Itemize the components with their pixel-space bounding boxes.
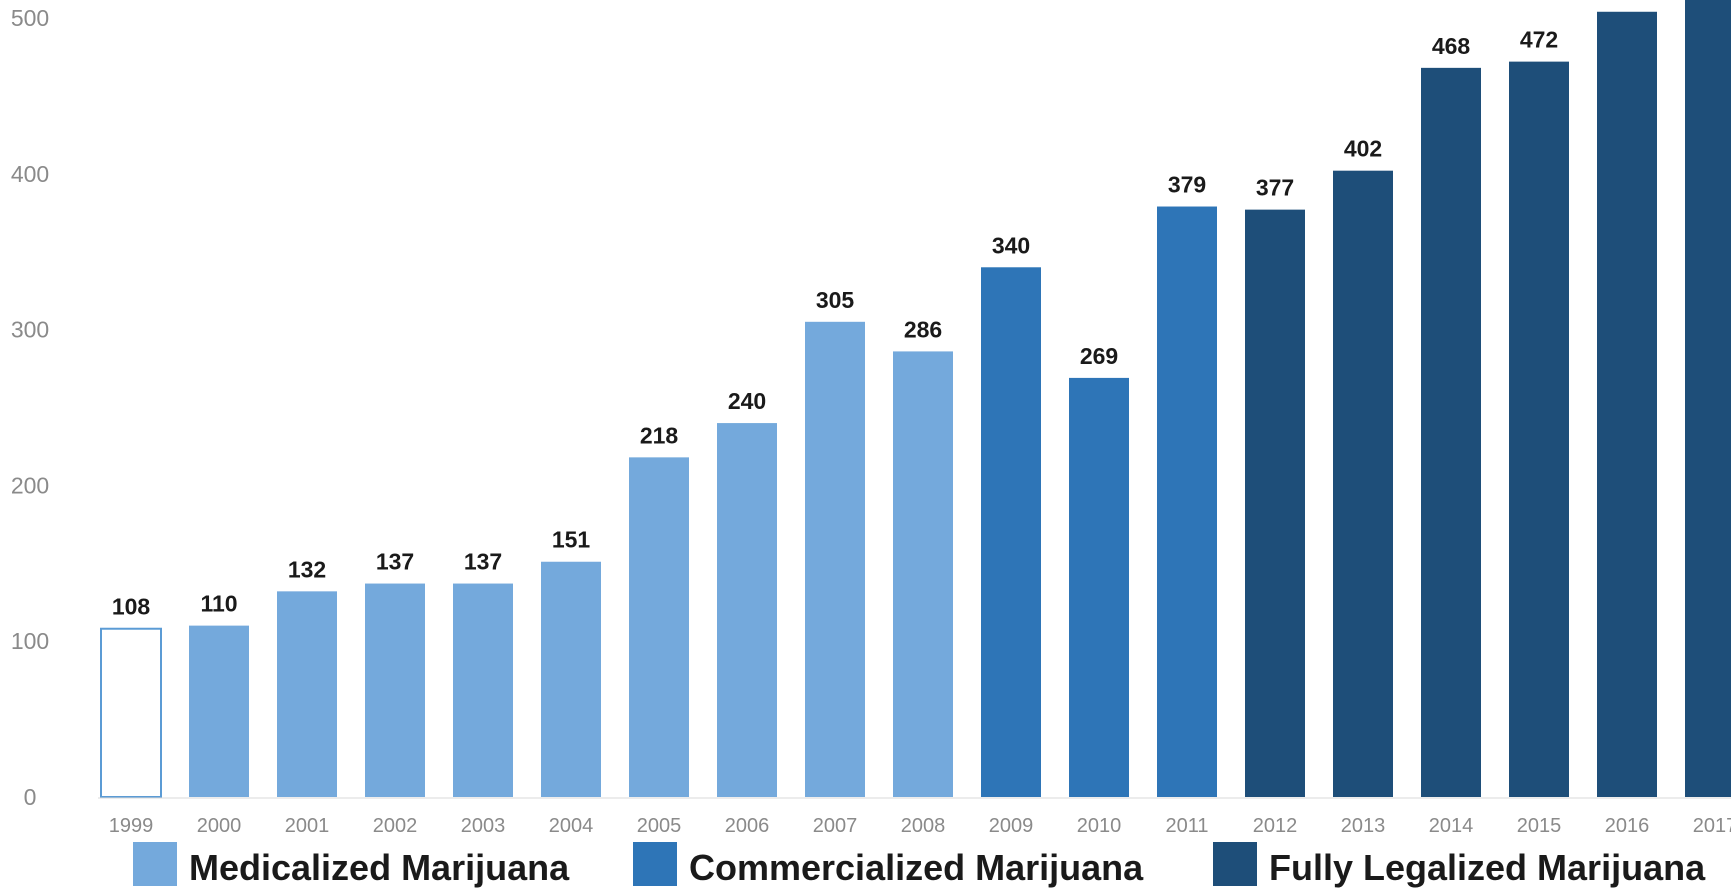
bar-2017 (1685, 0, 1731, 797)
x-tick-label: 2000 (197, 815, 242, 837)
bar-2002 (365, 583, 425, 797)
y-tick-label: 0 (24, 784, 37, 810)
bar-value-label: 137 (376, 549, 414, 575)
bar-2005 (629, 457, 689, 797)
bar-value-label: 379 (1168, 172, 1206, 198)
x-tick-label: 2007 (813, 815, 858, 837)
legend-swatch-medicalized (133, 842, 177, 886)
bar-2015 (1509, 61, 1569, 797)
bar-value-label: 218 (640, 422, 679, 448)
y-tick-label: 300 (11, 317, 49, 343)
bar-2012 (1245, 209, 1305, 797)
bar-value-label: 377 (1256, 175, 1294, 201)
bar-value-label: 504 (1608, 0, 1647, 3)
bar-value-label: 108 (112, 594, 151, 620)
bar-value-label: 269 (1080, 343, 1118, 369)
bar-value-labels: 108 110 132 137 137 151 218 240 305 286 340 269 379 3… (112, 0, 1647, 620)
x-tick-label: 2004 (549, 815, 594, 837)
bar-value-label: 151 (552, 527, 591, 553)
x-tick-label: 1999 (109, 815, 154, 837)
bar-value-label: 286 (904, 316, 942, 342)
y-tick-label: 100 (11, 628, 49, 654)
bar-2004 (541, 561, 601, 797)
x-tick-label: 2012 (1253, 815, 1298, 837)
x-tick-label: 2009 (989, 815, 1034, 837)
bar-2013 (1333, 170, 1393, 797)
bars (100, 0, 1731, 799)
x-tick-label: 2017 (1693, 815, 1731, 837)
bar-2006 (717, 423, 777, 797)
bar-value-label: 240 (728, 388, 766, 414)
legend-swatch-commercialized (633, 842, 677, 886)
y-tick-label: 400 (11, 161, 49, 187)
x-tick-label: 2015 (1517, 815, 1562, 837)
x-tick-label: 2003 (461, 815, 506, 837)
bar-2010 (1069, 377, 1129, 797)
bar-1999 (100, 627, 162, 799)
bar-2009 (981, 267, 1041, 797)
legend-label-commercialized: Commercialized Marijuana (689, 847, 1144, 888)
x-tick-label: 2016 (1605, 815, 1650, 837)
y-axis: 0 100 200 300 400 500 (11, 5, 49, 810)
legend-label-medicalized: Medicalized Marijuana (189, 847, 570, 888)
y-tick-label: 200 (11, 472, 49, 498)
legend: Medicalized Marijuana Commercialized Mari… (133, 842, 1706, 888)
bar-value-label: 402 (1344, 136, 1382, 162)
bar-2014 (1421, 67, 1481, 797)
x-tick-label: 2008 (901, 815, 946, 837)
bar-2001 (277, 591, 337, 797)
x-tick-label: 2006 (725, 815, 770, 837)
bar-value-label: 110 (200, 591, 237, 617)
y-tick-label: 500 (11, 5, 49, 31)
x-tick-label: 2010 (1077, 815, 1122, 837)
bar-value-label: 305 (816, 287, 855, 313)
bar-2003 (453, 583, 513, 797)
bar-2007 (805, 321, 865, 797)
bar-value-label: 137 (464, 549, 502, 575)
bar-value-label: 468 (1432, 33, 1471, 59)
x-tick-label: 2014 (1429, 815, 1474, 837)
x-axis: 1999 2000 2001 2002 2003 2004 2005 2006 2007 2008… (98, 797, 1731, 837)
bar-2000 (189, 625, 249, 797)
x-tick-label: 2013 (1341, 815, 1386, 837)
bar-2008 (893, 351, 953, 797)
legend-swatch-legalized (1213, 842, 1257, 886)
bar-value-label: 472 (1520, 27, 1558, 53)
bar-value-label: 132 (288, 556, 326, 582)
x-tick-label: 2005 (637, 815, 682, 837)
bar-value-label: 340 (992, 232, 1030, 258)
legend-label-legalized: Fully Legalized Marijuana (1269, 847, 1706, 888)
bar-2011 (1157, 206, 1217, 797)
x-tick-label: 2002 (373, 815, 418, 837)
x-tick-label: 2001 (285, 815, 330, 837)
x-tick-label: 2011 (1165, 815, 1208, 837)
bar-2016 (1597, 11, 1657, 797)
